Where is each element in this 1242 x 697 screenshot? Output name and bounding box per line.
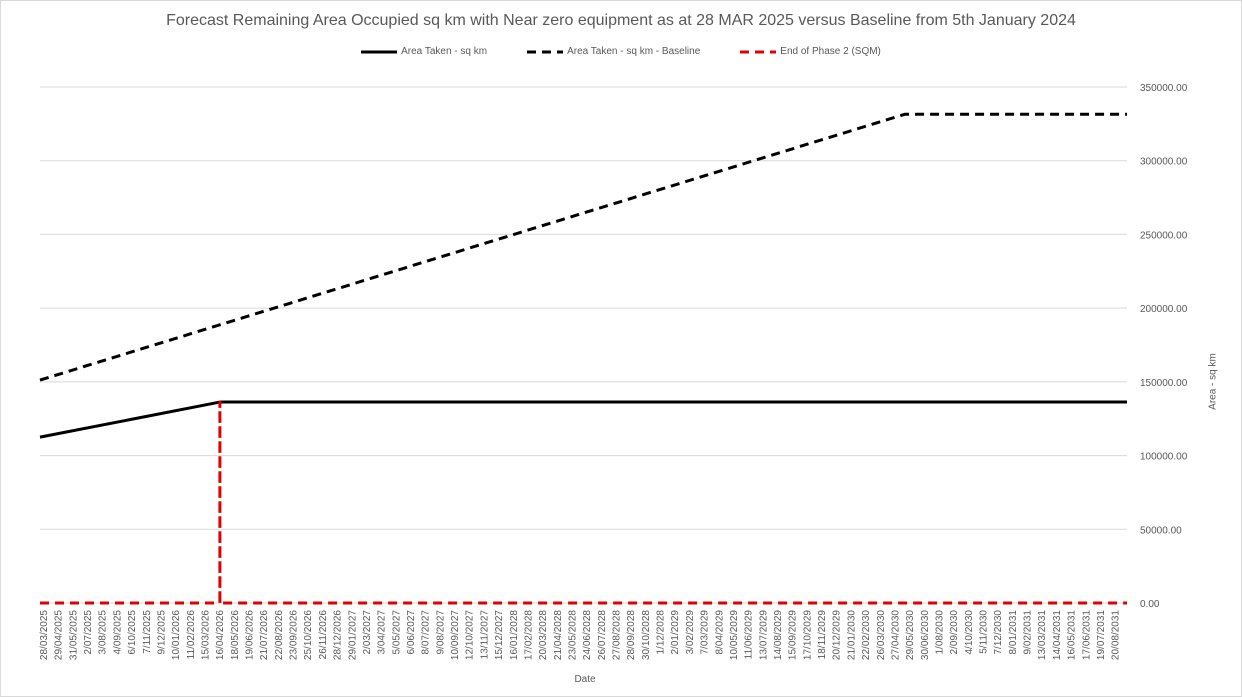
x-tick-label: 15/12/2027 bbox=[494, 610, 505, 660]
x-tick-label: 13/11/2027 bbox=[479, 610, 490, 660]
legend-label: Area Taken - sq km bbox=[401, 46, 488, 57]
series-line-end-of-phase-2-sqm bbox=[40, 400, 1127, 605]
x-tick-label: 22/02/2030 bbox=[861, 610, 872, 660]
x-tick-label: 26/11/2026 bbox=[318, 610, 329, 660]
x-tick-label: 21/01/2030 bbox=[846, 610, 857, 660]
x-tick-label: 23/05/2028 bbox=[567, 610, 578, 660]
x-tick-label: 5/11/2030 bbox=[979, 610, 990, 654]
series-line-area-taken-sq-km bbox=[39, 400, 1127, 439]
y-tick-label: 350000.00 bbox=[1140, 83, 1188, 94]
x-tick-label: 10/09/2027 bbox=[450, 610, 461, 660]
series-line-area-taken-sq-km-baseline bbox=[39, 112, 1127, 382]
x-tick-label: 30/06/2030 bbox=[920, 610, 931, 660]
x-tick-label: 26/07/2028 bbox=[597, 610, 608, 660]
x-tick-label: 25/10/2026 bbox=[303, 610, 314, 660]
x-tick-label: 29/05/2030 bbox=[905, 610, 916, 660]
y-tick-label: 300000.00 bbox=[1140, 157, 1188, 168]
x-tick-label: 3/04/2027 bbox=[377, 610, 388, 655]
x-tick-label: 16/05/2031 bbox=[1067, 610, 1078, 660]
x-tick-label: 2/09/2030 bbox=[949, 610, 960, 655]
x-tick-label: 20/08/2031 bbox=[1111, 610, 1122, 660]
x-tick-label: 9/08/2027 bbox=[435, 610, 446, 655]
x-tick-label: 14/08/2029 bbox=[773, 610, 784, 660]
x-tick-label: 29/01/2027 bbox=[347, 610, 358, 660]
x-tick-label: 10/05/2029 bbox=[729, 610, 740, 660]
x-tick-label: 23/09/2026 bbox=[289, 610, 300, 660]
x-tick-label: 15/09/2029 bbox=[788, 610, 799, 660]
legend-item-area-taken[interactable]: Area Taken - sq km bbox=[361, 46, 487, 57]
x-tick-label: 19/07/2031 bbox=[1096, 610, 1107, 660]
x-tick-label: 10/01/2026 bbox=[171, 610, 182, 660]
legend: Area Taken - sq km Area Taken - sq km - … bbox=[0, 46, 1242, 57]
x-tick-label: 28/03/2025 bbox=[39, 610, 50, 660]
x-tick-label: 7/03/2029 bbox=[700, 610, 711, 655]
x-tick-label: 17/02/2028 bbox=[523, 610, 534, 660]
x-tick-label: 2/03/2027 bbox=[362, 610, 373, 655]
x-tick-label: 2/01/2029 bbox=[670, 610, 681, 655]
x-tick-label: 13/03/2031 bbox=[1037, 610, 1048, 660]
x-tick-label: 11/06/2029 bbox=[744, 610, 755, 660]
x-tick-label: 20/12/2029 bbox=[832, 610, 843, 660]
x-tick-label: 4/10/2030 bbox=[964, 610, 975, 655]
y-tick-label: 150000.00 bbox=[1140, 378, 1188, 389]
x-tick-label: 16/01/2028 bbox=[509, 610, 520, 660]
x-tick-label: 6/06/2027 bbox=[406, 610, 417, 655]
x-tick-label: 8/04/2029 bbox=[714, 610, 725, 655]
x-tick-label: 5/05/2027 bbox=[391, 610, 402, 655]
x-tick-label: 8/01/2031 bbox=[1008, 610, 1019, 655]
x-tick-label: 19/06/2026 bbox=[245, 610, 256, 660]
x-tick-label: 12/10/2027 bbox=[465, 610, 476, 660]
x-tick-label: 18/05/2026 bbox=[230, 610, 241, 660]
x-tick-label: 3/02/2029 bbox=[685, 610, 696, 655]
x-tick-label: 4/09/2025 bbox=[112, 610, 123, 655]
x-tick-label: 15/03/2026 bbox=[200, 610, 211, 660]
x-tick-label: 8/07/2027 bbox=[421, 610, 432, 655]
x-tick-label: 11/02/2026 bbox=[186, 610, 197, 660]
x-tick-label: 18/11/2029 bbox=[817, 610, 828, 660]
legend-label: End of Phase 2 (SQM) bbox=[780, 46, 881, 57]
x-tick-label: 26/03/2030 bbox=[876, 610, 887, 660]
legend-item-end-of-phase-2[interactable]: End of Phase 2 (SQM) bbox=[740, 46, 881, 57]
x-tick-label: 7/11/2025 bbox=[142, 610, 153, 654]
x-tick-label: 2/07/2025 bbox=[83, 610, 94, 655]
chart-title: Forecast Remaining Area Occupied sq km w… bbox=[166, 12, 1076, 29]
x-tick-label: 27/08/2028 bbox=[612, 610, 623, 660]
legend-item-baseline[interactable]: Area Taken - sq km - Baseline bbox=[527, 46, 700, 57]
x-axis-title: Date bbox=[574, 674, 596, 685]
x-tick-label: 1/12/2028 bbox=[656, 610, 667, 655]
y-tick-label: 250000.00 bbox=[1140, 230, 1188, 241]
x-tick-label: 21/07/2026 bbox=[259, 610, 270, 660]
x-tick-label: 3/08/2025 bbox=[98, 610, 109, 655]
x-tick-label: 13/07/2029 bbox=[758, 610, 769, 660]
x-tick-label: 1/08/2030 bbox=[934, 610, 945, 655]
y-tick-label: 50000.00 bbox=[1140, 525, 1182, 536]
x-tick-label: 21/04/2028 bbox=[553, 610, 564, 660]
x-tick-label: 6/10/2025 bbox=[127, 610, 138, 655]
y-tick-label: 0.00 bbox=[1140, 599, 1160, 610]
y-tick-label: 100000.00 bbox=[1140, 452, 1188, 463]
x-tick-label: 30/10/2028 bbox=[641, 610, 652, 660]
x-tick-label: 22/08/2026 bbox=[274, 610, 285, 660]
x-tick-label: 9/02/2031 bbox=[1023, 610, 1034, 655]
x-tick-label: 14/04/2031 bbox=[1052, 610, 1063, 660]
x-tick-label: 24/06/2028 bbox=[582, 610, 593, 660]
x-tick-label: 9/12/2025 bbox=[156, 610, 167, 655]
x-tick-label: 16/04/2026 bbox=[215, 610, 226, 660]
y-tick-label: 200000.00 bbox=[1140, 304, 1188, 315]
x-tick-label: 27/04/2030 bbox=[890, 610, 901, 660]
x-tick-label: 29/04/2025 bbox=[54, 610, 65, 660]
x-tick-label: 28/12/2026 bbox=[333, 610, 344, 660]
x-tick-label: 20/03/2028 bbox=[538, 610, 549, 660]
x-tick-label: 28/09/2028 bbox=[626, 610, 637, 660]
y-axis-title: Area - sq km bbox=[1207, 353, 1219, 410]
legend-label: Area Taken - sq km - Baseline bbox=[567, 46, 701, 57]
x-tick-label: 31/05/2025 bbox=[68, 610, 79, 660]
x-tick-label: 17/06/2031 bbox=[1081, 610, 1092, 660]
x-tick-label: 7/12/2030 bbox=[993, 610, 1004, 655]
x-tick-label: 17/10/2029 bbox=[802, 610, 813, 660]
